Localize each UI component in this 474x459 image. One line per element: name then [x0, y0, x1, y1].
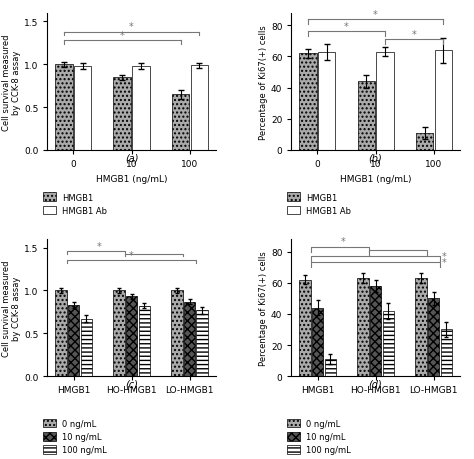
Bar — [440, 330, 452, 376]
X-axis label: HMGB1 (ng/mL): HMGB1 (ng/mL) — [96, 174, 167, 183]
Bar — [415, 279, 427, 376]
Y-axis label: Cell survival measured
by CCK-8 assay: Cell survival measured by CCK-8 assay — [2, 34, 21, 130]
Bar — [357, 279, 369, 376]
Bar — [383, 311, 394, 376]
X-axis label: HMGB1 (ng/mL): HMGB1 (ng/mL) — [340, 174, 411, 183]
Bar — [357, 82, 375, 151]
Text: *: * — [341, 236, 346, 246]
Bar — [81, 319, 92, 376]
Bar — [299, 54, 317, 151]
Text: *: * — [442, 252, 447, 262]
Text: (d): (d) — [369, 379, 383, 389]
Bar — [172, 95, 190, 151]
Text: *: * — [442, 258, 447, 268]
Y-axis label: Percentage of Ki67(+) cells: Percentage of Ki67(+) cells — [259, 25, 268, 140]
Text: *: * — [344, 22, 349, 32]
Y-axis label: Percentage of Ki67(+) cells: Percentage of Ki67(+) cells — [259, 251, 268, 365]
Text: *: * — [129, 22, 134, 32]
Legend: 0 ng/mL, 10 ng/mL, 100 ng/mL: 0 ng/mL, 10 ng/mL, 100 ng/mL — [287, 419, 351, 454]
Bar — [318, 53, 335, 151]
Bar — [370, 286, 382, 376]
Bar — [132, 67, 150, 151]
Text: *: * — [129, 251, 134, 261]
Bar — [126, 297, 137, 376]
Bar — [113, 291, 125, 376]
Legend: HMGB1, HMGB1 Ab: HMGB1, HMGB1 Ab — [43, 193, 107, 215]
Bar — [68, 305, 79, 376]
Bar — [74, 67, 91, 151]
Bar — [376, 53, 394, 151]
Bar — [191, 66, 208, 151]
Bar — [184, 302, 195, 376]
Bar — [171, 291, 182, 376]
Text: (a): (a) — [125, 153, 138, 163]
Legend: 0 ng/mL, 10 ng/mL, 100 ng/mL: 0 ng/mL, 10 ng/mL, 100 ng/mL — [43, 419, 107, 454]
Bar — [55, 291, 67, 376]
Bar — [197, 311, 208, 376]
Text: *: * — [97, 241, 102, 251]
Bar — [435, 51, 452, 151]
Bar — [113, 78, 131, 151]
Text: *: * — [120, 31, 125, 41]
Text: (c): (c) — [125, 379, 138, 389]
Bar — [299, 280, 310, 376]
Bar — [138, 306, 150, 376]
Bar — [428, 299, 439, 376]
Y-axis label: Cell survival measured
by CCK-8 assay: Cell survival measured by CCK-8 assay — [2, 260, 21, 356]
Bar — [312, 308, 323, 376]
Bar — [325, 359, 336, 376]
Bar — [416, 134, 433, 151]
Bar — [55, 65, 73, 151]
Text: *: * — [373, 10, 378, 20]
Text: (b): (b) — [369, 153, 383, 163]
Legend: HMGB1, HMGB1 Ab: HMGB1, HMGB1 Ab — [287, 193, 351, 215]
Text: *: * — [412, 30, 417, 40]
